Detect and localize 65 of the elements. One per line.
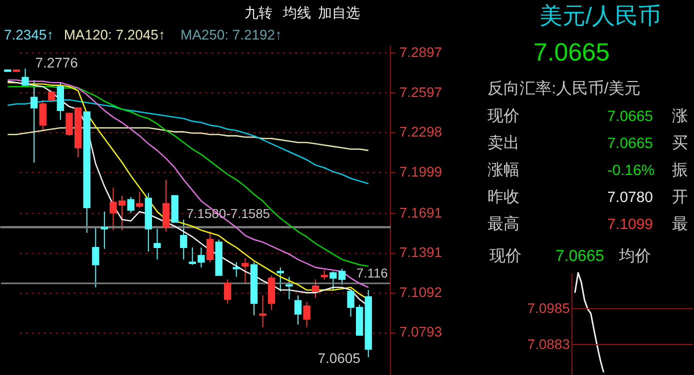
annotation: 7.0605: [318, 350, 361, 366]
candlestick: [232, 262, 240, 278]
text: 九转: [244, 4, 272, 20]
candlestick: [338, 268, 346, 286]
text: 7.0665: [533, 38, 610, 66]
text: 卖出: [488, 134, 520, 152]
y-tick-label: 7.0985: [527, 300, 570, 316]
line-series: [7, 127, 369, 152]
candlestick: [303, 302, 310, 328]
text: 7.0665: [607, 135, 653, 152]
candlestick: [39, 99, 46, 131]
line-series: [574, 272, 604, 374]
y-tick-label: 7.2897: [399, 44, 442, 60]
y-tick-label: 7.1691: [399, 204, 442, 220]
text: 振: [672, 162, 688, 180]
text: 7.0665: [607, 108, 653, 126]
text: 现价: [490, 248, 522, 265]
candlestick: [22, 68, 29, 86]
y-tick-label: 7.2298: [399, 124, 442, 140]
text: 最: [672, 216, 688, 233]
candlestick: [294, 294, 302, 326]
text: 7.0780: [607, 188, 653, 206]
annotation: 7.2776: [35, 54, 78, 71]
ref-line-label: 7.116: [356, 265, 388, 280]
text: 美元/人民币: [539, 2, 661, 28]
text: 加自选: [318, 4, 360, 20]
candlestick: [100, 211, 108, 250]
text: 现价: [488, 108, 520, 126]
y-tick-label: 7.1999: [399, 163, 442, 180]
candlestick: [206, 231, 214, 263]
text: 最高: [488, 214, 520, 233]
candlestick: [330, 270, 337, 291]
candlestick: [162, 179, 170, 232]
candlestick: [224, 278, 232, 304]
text: 均价: [618, 248, 652, 265]
y-tick-label: 7.0793: [399, 324, 442, 340]
text: 7.0665: [555, 248, 604, 265]
candlestick: [136, 191, 144, 208]
candlestick: [276, 266, 284, 292]
text: -0.16%: [607, 162, 655, 180]
candlestick: [312, 278, 320, 299]
text: 涨: [672, 107, 688, 126]
text: 开: [672, 188, 688, 206]
text: 昨收: [488, 188, 520, 206]
candlestick: [259, 294, 266, 328]
candlestick: [286, 276, 293, 300]
candlestick: [180, 219, 188, 260]
y-tick-label: 7.1092: [399, 284, 442, 300]
y-tick-label: 7.1391: [399, 244, 442, 260]
candlestick: [56, 82, 64, 120]
text: MA250: 7.2192↑: [180, 26, 282, 42]
text: MA120: 7.2045↑: [64, 26, 166, 42]
text: 7.2345↑: [4, 26, 54, 42]
y-tick-label: 7.2597: [399, 84, 442, 100]
text: 7.1099: [607, 216, 653, 233]
candlestick: [92, 227, 100, 288]
candlestick: [30, 79, 38, 163]
text: 反向汇率:人民币/美元: [488, 79, 640, 98]
candlestick: [127, 196, 134, 214]
y-tick-label: 7.0883: [527, 336, 570, 352]
text: 涨幅: [488, 161, 520, 180]
text: 均线: [282, 4, 312, 20]
candlestick: [242, 258, 249, 284]
text: 买: [672, 135, 688, 152]
candlestick: [154, 228, 161, 260]
